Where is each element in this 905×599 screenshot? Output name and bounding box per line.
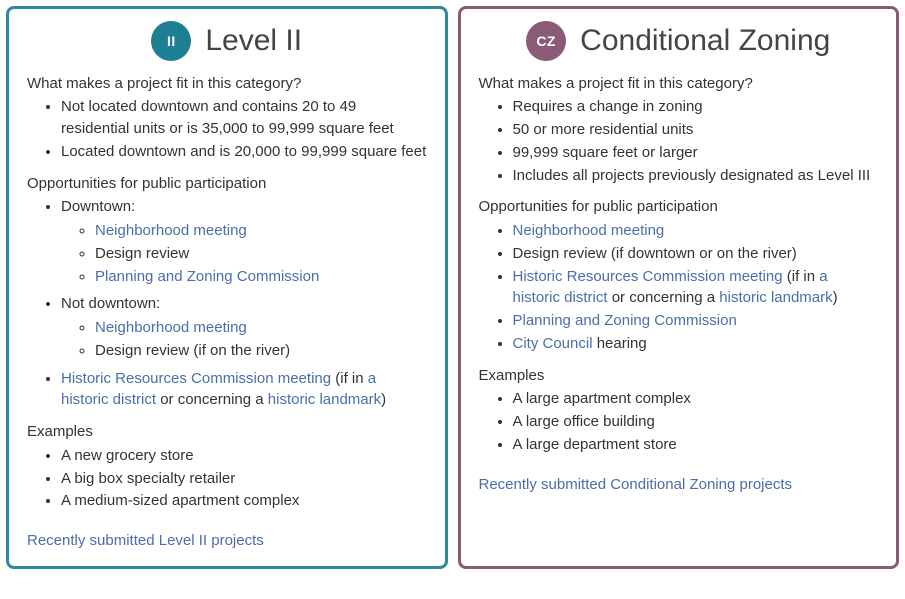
list-item: Neighborhood meeting: [513, 220, 879, 242]
recent-projects-link[interactable]: Recently submitted Conditional Zoning pr…: [479, 474, 793, 496]
list-item: A large department store: [513, 434, 879, 456]
badge-icon: II: [151, 21, 191, 61]
text: (if in: [331, 370, 368, 387]
text: ): [381, 391, 386, 408]
neighborhood-meeting-link[interactable]: Neighborhood meeting: [513, 222, 665, 239]
list-item: Historic Resources Commission meeting (i…: [61, 368, 427, 412]
label: Downtown:: [61, 198, 135, 215]
fit-list: Not located downtown and contains 20 to …: [27, 96, 427, 162]
list-item: Not downtown: Neighborhood meeting Desig…: [61, 293, 427, 361]
list-item: Located downtown and is 20,000 to 99,999…: [61, 141, 427, 163]
list-item: Neighborhood meeting: [95, 220, 427, 242]
list-item: A big box specialty retailer: [61, 468, 427, 490]
list-item: Design review (if on the river): [95, 340, 427, 362]
opportunities-list: Downtown: Neighborhood meeting Design re…: [27, 196, 427, 411]
list-item: A large apartment complex: [513, 388, 879, 410]
opportunities-heading: Opportunities for public participation: [27, 173, 427, 195]
list-item: Design review (if downtown or on the riv…: [513, 243, 879, 265]
text: or concerning a: [156, 391, 268, 408]
list-item: Planning and Zoning Commission: [95, 266, 427, 288]
fit-list: Requires a change in zoning 50 or more r…: [479, 96, 879, 186]
list-item: Requires a change in zoning: [513, 96, 879, 118]
list-item: Not located downtown and contains 20 to …: [61, 96, 427, 140]
city-council-link[interactable]: City Council: [513, 335, 593, 352]
card-level-ii: II Level II What makes a project fit in …: [6, 6, 448, 569]
text: ): [833, 289, 838, 306]
historic-resources-link[interactable]: Historic Resources Commission meeting: [61, 370, 331, 387]
sublist: Neighborhood meeting Design review Plann…: [61, 220, 427, 287]
fit-heading: What makes a project fit in this categor…: [27, 73, 427, 95]
list-item: Neighborhood meeting: [95, 317, 427, 339]
card-conditional-zoning: CZ Conditional Zoning What makes a proje…: [458, 6, 900, 569]
list-item: Downtown: Neighborhood meeting Design re…: [61, 196, 427, 287]
cards-row: II Level II What makes a project fit in …: [6, 6, 899, 569]
historic-landmark-link[interactable]: historic landmark: [268, 391, 381, 408]
badge-icon: CZ: [526, 21, 566, 61]
opportunities-heading: Opportunities for public participation: [479, 196, 879, 218]
neighborhood-meeting-link[interactable]: Neighborhood meeting: [95, 319, 247, 336]
opportunities-list: Neighborhood meeting Design review (if d…: [479, 220, 879, 355]
list-item: A large office building: [513, 411, 879, 433]
label: Not downtown:: [61, 295, 160, 312]
fit-heading: What makes a project fit in this categor…: [479, 73, 879, 95]
list-item: Historic Resources Commission meeting (i…: [513, 266, 879, 310]
list-item: Planning and Zoning Commission: [513, 310, 879, 332]
examples-list: A new grocery store A big box specialty …: [27, 445, 427, 512]
list-item: Includes all projects previously designa…: [513, 165, 879, 187]
historic-resources-link[interactable]: Historic Resources Commission meeting: [513, 268, 783, 285]
sublist: Neighborhood meeting Design review (if o…: [61, 317, 427, 362]
planning-zoning-link[interactable]: Planning and Zoning Commission: [95, 268, 319, 285]
list-item: Design review: [95, 243, 427, 265]
list-item: A medium-sized apartment complex: [61, 490, 427, 512]
list-item: City Council hearing: [513, 333, 879, 355]
neighborhood-meeting-link[interactable]: Neighborhood meeting: [95, 222, 247, 239]
text: hearing: [593, 335, 647, 352]
text: or concerning a: [608, 289, 720, 306]
list-item: 50 or more residential units: [513, 119, 879, 141]
card-header: II Level II: [27, 19, 427, 63]
list-item: 99,999 square feet or larger: [513, 142, 879, 164]
card-title: Conditional Zoning: [580, 19, 830, 63]
planning-zoning-link[interactable]: Planning and Zoning Commission: [513, 312, 737, 329]
examples-list: A large apartment complex A large office…: [479, 388, 879, 455]
examples-heading: Examples: [27, 421, 427, 443]
card-title: Level II: [205, 19, 302, 63]
recent-projects-link[interactable]: Recently submitted Level II projects: [27, 530, 264, 552]
card-header: CZ Conditional Zoning: [479, 19, 879, 63]
examples-heading: Examples: [479, 365, 879, 387]
text: (if in: [783, 268, 820, 285]
historic-landmark-link[interactable]: historic landmark: [719, 289, 832, 306]
list-item: A new grocery store: [61, 445, 427, 467]
